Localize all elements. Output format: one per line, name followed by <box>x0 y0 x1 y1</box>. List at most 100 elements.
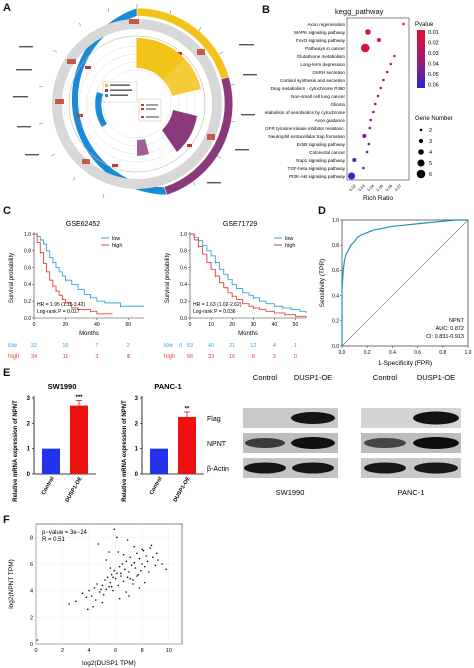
roc-x-tick: 0.8 <box>439 350 446 356</box>
km-y-tick: 0.6 <box>180 265 187 271</box>
scatter-point <box>141 548 143 551</box>
km-risk-low: 4 <box>273 343 276 349</box>
scatter-points <box>36 528 167 641</box>
panel-label-c: C <box>3 205 11 217</box>
roc-ticks: 0.00.0 0.2 0.2 0.4 0.4 0.6 0.6 0.8 0.8 1.0 1.0 <box>332 218 472 356</box>
km-left-risk-table: 32 16 7 2 034 11 3 10 <box>31 343 182 360</box>
kegg-x-tick: 0.04 <box>366 183 376 193</box>
kegg-dot <box>352 157 357 163</box>
km-right-risk-high-label: high <box>164 354 175 360</box>
roc-x-tick: 0.4 <box>389 350 396 356</box>
bar-panc1-ylabel: Relative mRNA expression of NPNT <box>122 400 128 502</box>
scatter-x-tick: 10 <box>166 648 172 654</box>
roc-xlabel: 1-Specificity (FPR) <box>378 360 432 367</box>
western-blots: Control DUSP1-OE Control DUSP1-OE Flag N… <box>207 373 461 497</box>
gene-number-dot <box>417 159 425 167</box>
scatter-point <box>137 573 139 576</box>
scatter-point <box>133 561 136 564</box>
panel-label-d: D <box>318 205 326 217</box>
km-right-logrank: Log-rank P = 0.036 <box>193 309 236 315</box>
scatter-grid <box>35 524 182 645</box>
kegg-pathway-label: Pathways in cancer <box>305 46 345 51</box>
scatter-point <box>132 583 134 585</box>
kegg-pathway-label: Rap1 signaling pathway <box>296 158 345 163</box>
kegg-x-label: Rich Ratio <box>363 195 393 202</box>
kegg-pathway-label: Drug metabolism - cytochrome P450 <box>270 86 345 91</box>
scatter-point <box>100 588 102 591</box>
kegg-pathway-label: FoxO signaling pathway <box>296 38 346 43</box>
km-curve-low <box>34 233 144 307</box>
pvalue-tick: 0.03 <box>428 51 439 57</box>
qpcr-bar-charts: SW1990 PANC-1 Relative mRNA expression o… <box>13 382 204 504</box>
scatter-point <box>94 599 97 601</box>
scatter-y-tick: 0 <box>30 642 33 648</box>
wb-row-npnt: NPNT <box>207 441 227 448</box>
scatter-y-tick: 6 <box>30 562 33 568</box>
km-y-tick: 0.0 <box>180 316 187 322</box>
kegg-pathway-label: Axon regeneration <box>307 22 345 27</box>
scatter-point <box>109 581 112 584</box>
wb-right-caption: PANC-1 <box>398 488 425 497</box>
km-risk-high: 33 <box>208 354 214 360</box>
bar-dusp1-oe <box>70 405 88 474</box>
roc-x-tick: 0.2 <box>364 350 371 356</box>
km-y-tick: 0.4 <box>24 282 31 288</box>
km-left-risk-low-label: low <box>8 343 18 349</box>
scatter-point <box>124 568 126 571</box>
kegg-plot-frame <box>346 17 410 181</box>
gene-number-legend: 2 3 4 5 6 <box>416 128 432 179</box>
roc-y-tick: 0.2 <box>332 319 339 325</box>
km-risk-high: 16 <box>229 354 235 360</box>
km-risk-low: 2 <box>127 343 130 349</box>
scatter-point <box>112 576 114 579</box>
scatter-x-tick: 6 <box>114 648 117 654</box>
panel-label-f: F <box>3 514 10 526</box>
scatter-x-tick: 2 <box>61 648 64 654</box>
km-left-xlabel: Months <box>79 331 99 337</box>
gene-number-dot <box>418 138 424 144</box>
km-left-ylabel: Survival probability <box>9 253 15 303</box>
km-x-tick: 20 <box>229 322 235 328</box>
kegg-pathway-label: Axon guidance <box>315 118 346 123</box>
roc-x-tick: 0.0 <box>339 350 346 356</box>
km-right-hr: HR = 1.63 (1.02-2.62) <box>193 302 242 308</box>
scatter-y-tick: 4 <box>30 589 33 595</box>
kegg-bubble-chart: Axon regeneration MAPK signaling pathway F… <box>265 17 453 202</box>
kegg-dot <box>373 102 377 106</box>
km-risk-low: 32 <box>31 343 37 349</box>
scatter-point <box>154 564 157 567</box>
bar-y-tick: 2 <box>135 421 139 427</box>
scatter-point <box>128 571 130 573</box>
km-y-tick: 0.2 <box>180 299 187 305</box>
scatter-point <box>138 557 141 560</box>
scatter-pvalue: p−value = 3e−24 <box>42 530 88 536</box>
kegg-pathway-label: MAPK signaling pathway <box>294 30 346 35</box>
roc-auc: AUC: 0.872 <box>436 326 464 332</box>
km-left-logrank: Log-rank P = 0.017 <box>37 309 80 315</box>
km-risk-high: 0 <box>127 354 130 360</box>
km-risk-high: 0 <box>294 354 297 360</box>
wb-row-flag: Flag <box>207 416 221 423</box>
scatter-point <box>142 549 145 552</box>
km-risk-high: 11 <box>63 354 69 360</box>
bar-category-label: DUSP1-OE <box>172 476 191 504</box>
bar-y-tick: 3 <box>27 396 31 402</box>
km-risk-low: 0 <box>179 343 182 349</box>
kegg-x-tick: 0.02 <box>348 183 358 193</box>
bar-category-label: DUSP1-OE <box>64 476 83 504</box>
scatter-point <box>108 585 110 588</box>
scatter-point <box>161 563 163 565</box>
gene-number-tick: 5 <box>429 161 432 167</box>
scatter-point <box>92 605 94 608</box>
scatter-point <box>120 575 122 577</box>
roc-x-tick: 0.6 <box>414 350 421 356</box>
km-x-tick: 0 <box>33 322 36 328</box>
pvalue-tick: 0.05 <box>428 72 439 78</box>
km-left-y-ticks: 0.0 0.2 0.4 0.6 0.8 1.0 <box>24 232 34 322</box>
pvalue-tick: 0.04 <box>428 62 439 68</box>
scatter-point <box>118 597 121 600</box>
km-right-xlabel: Months <box>238 331 258 337</box>
scatter-point <box>134 567 137 569</box>
gene-number-tick: 3 <box>429 139 432 145</box>
kegg-pathway-label: Cortisol synthesis and secretion <box>280 78 345 83</box>
